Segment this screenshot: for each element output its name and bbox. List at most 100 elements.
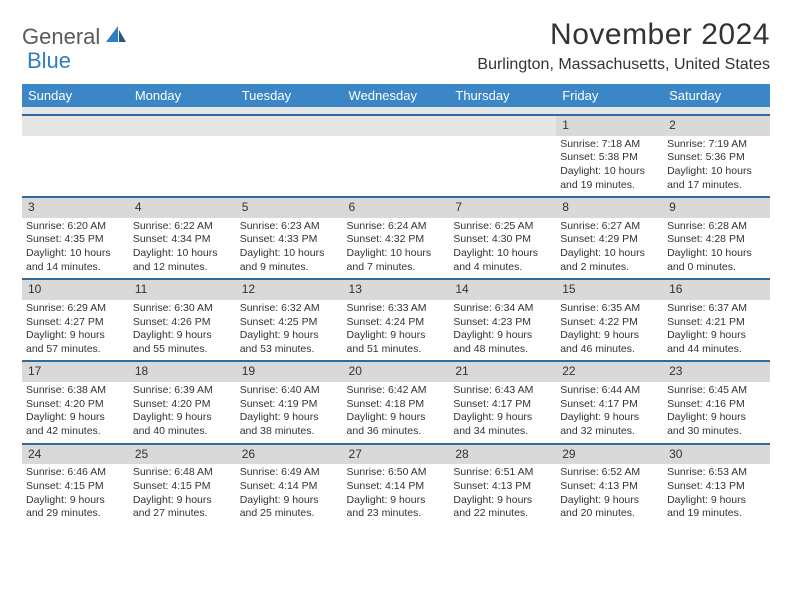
day-number-cell: 1 (556, 115, 663, 136)
day-cell: Sunrise: 6:22 AMSunset: 4:34 PMDaylight:… (129, 218, 236, 280)
sunset-label: Sunset: 4:17 PM (453, 398, 552, 412)
sunrise-label: Sunrise: 6:44 AM (560, 384, 659, 398)
sunset-label: Sunset: 4:13 PM (667, 480, 766, 494)
sunrise-label: Sunrise: 6:22 AM (133, 220, 232, 234)
sunset-label: Sunset: 4:23 PM (453, 316, 552, 330)
calendar-table: SundayMondayTuesdayWednesdayThursdayFrid… (22, 84, 770, 525)
day-number-row: 17181920212223 (22, 361, 770, 382)
day-number-cell: 24 (22, 444, 129, 465)
day-number-cell: 17 (22, 361, 129, 382)
daylight-label: Daylight: 9 hours (240, 329, 339, 343)
sunset-label: Sunset: 4:33 PM (240, 233, 339, 247)
day-number-cell: 4 (129, 197, 236, 218)
daylight-label2: and 0 minutes. (667, 261, 766, 275)
day-cell: Sunrise: 6:44 AMSunset: 4:17 PMDaylight:… (556, 382, 663, 444)
day-cell: Sunrise: 6:48 AMSunset: 4:15 PMDaylight:… (129, 464, 236, 525)
daylight-label2: and 14 minutes. (26, 261, 125, 275)
sunset-label: Sunset: 4:32 PM (347, 233, 446, 247)
sunset-label: Sunset: 4:34 PM (133, 233, 232, 247)
day-number-cell: 10 (22, 279, 129, 300)
day-cell: Sunrise: 6:53 AMSunset: 4:13 PMDaylight:… (663, 464, 770, 525)
day-number-cell: 14 (449, 279, 556, 300)
sunrise-label: Sunrise: 6:39 AM (133, 384, 232, 398)
logo-sail-icon (104, 24, 128, 49)
day-number-cell (449, 115, 556, 136)
day-header: Sunday (22, 84, 129, 107)
day-cell: Sunrise: 6:51 AMSunset: 4:13 PMDaylight:… (449, 464, 556, 525)
daylight-label2: and 19 minutes. (560, 179, 659, 193)
daylight-label: Daylight: 9 hours (240, 494, 339, 508)
daylight-label: Daylight: 10 hours (133, 247, 232, 261)
sunrise-label: Sunrise: 6:20 AM (26, 220, 125, 234)
daylight-label: Daylight: 9 hours (133, 494, 232, 508)
day-cell: Sunrise: 6:38 AMSunset: 4:20 PMDaylight:… (22, 382, 129, 444)
day-number-cell: 27 (343, 444, 450, 465)
daylight-label2: and 29 minutes. (26, 507, 125, 521)
daylight-label2: and 12 minutes. (133, 261, 232, 275)
day-cell: Sunrise: 6:39 AMSunset: 4:20 PMDaylight:… (129, 382, 236, 444)
day-cell (129, 136, 236, 198)
day-number-cell: 21 (449, 361, 556, 382)
sunrise-label: Sunrise: 6:29 AM (26, 302, 125, 316)
daylight-label2: and 36 minutes. (347, 425, 446, 439)
day-header: Wednesday (343, 84, 450, 107)
sunrise-label: Sunrise: 6:23 AM (240, 220, 339, 234)
sunset-label: Sunset: 4:20 PM (133, 398, 232, 412)
sunrise-label: Sunrise: 6:30 AM (133, 302, 232, 316)
daylight-label: Daylight: 10 hours (453, 247, 552, 261)
day-header: Monday (129, 84, 236, 107)
day-number-row: 3456789 (22, 197, 770, 218)
daylight-label: Daylight: 9 hours (26, 494, 125, 508)
day-number-cell (22, 115, 129, 136)
daylight-label2: and 22 minutes. (453, 507, 552, 521)
day-cell: Sunrise: 6:27 AMSunset: 4:29 PMDaylight:… (556, 218, 663, 280)
day-cell: Sunrise: 6:45 AMSunset: 4:16 PMDaylight:… (663, 382, 770, 444)
logo: General (22, 24, 130, 49)
sunrise-label: Sunrise: 6:53 AM (667, 466, 766, 480)
daylight-label: Daylight: 9 hours (560, 411, 659, 425)
sunset-label: Sunset: 4:15 PM (26, 480, 125, 494)
sunset-label: Sunset: 4:26 PM (133, 316, 232, 330)
sunset-label: Sunset: 4:30 PM (453, 233, 552, 247)
daylight-label2: and 38 minutes. (240, 425, 339, 439)
sunrise-label: Sunrise: 6:51 AM (453, 466, 552, 480)
daylight-label2: and 55 minutes. (133, 343, 232, 357)
daylight-label: Daylight: 9 hours (667, 494, 766, 508)
day-cell: Sunrise: 6:42 AMSunset: 4:18 PMDaylight:… (343, 382, 450, 444)
daylight-label: Daylight: 10 hours (240, 247, 339, 261)
sunrise-label: Sunrise: 6:43 AM (453, 384, 552, 398)
day-number-cell: 30 (663, 444, 770, 465)
day-content-row: Sunrise: 6:38 AMSunset: 4:20 PMDaylight:… (22, 382, 770, 444)
daylight-label: Daylight: 9 hours (26, 329, 125, 343)
daylight-label2: and 57 minutes. (26, 343, 125, 357)
day-cell: Sunrise: 6:20 AMSunset: 4:35 PMDaylight:… (22, 218, 129, 280)
daylight-label2: and 19 minutes. (667, 507, 766, 521)
sunrise-label: Sunrise: 6:28 AM (667, 220, 766, 234)
day-number-cell: 9 (663, 197, 770, 218)
daylight-label: Daylight: 9 hours (347, 494, 446, 508)
day-cell: Sunrise: 6:33 AMSunset: 4:24 PMDaylight:… (343, 300, 450, 362)
day-cell: Sunrise: 6:40 AMSunset: 4:19 PMDaylight:… (236, 382, 343, 444)
sunrise-label: Sunrise: 6:50 AM (347, 466, 446, 480)
day-cell: Sunrise: 6:32 AMSunset: 4:25 PMDaylight:… (236, 300, 343, 362)
day-header: Friday (556, 84, 663, 107)
sunrise-label: Sunrise: 6:32 AM (240, 302, 339, 316)
logo-word1: General (22, 26, 100, 48)
daylight-label2: and 25 minutes. (240, 507, 339, 521)
sunrise-label: Sunrise: 6:48 AM (133, 466, 232, 480)
day-cell: Sunrise: 7:18 AMSunset: 5:38 PMDaylight:… (556, 136, 663, 198)
daylight-label: Daylight: 10 hours (26, 247, 125, 261)
daylight-label2: and 7 minutes. (347, 261, 446, 275)
daylight-label2: and 17 minutes. (667, 179, 766, 193)
daylight-label: Daylight: 9 hours (453, 411, 552, 425)
sunset-label: Sunset: 4:22 PM (560, 316, 659, 330)
day-cell: Sunrise: 6:29 AMSunset: 4:27 PMDaylight:… (22, 300, 129, 362)
day-cell: Sunrise: 6:43 AMSunset: 4:17 PMDaylight:… (449, 382, 556, 444)
daylight-label: Daylight: 10 hours (667, 165, 766, 179)
daylight-label2: and 53 minutes. (240, 343, 339, 357)
sunrise-label: Sunrise: 6:49 AM (240, 466, 339, 480)
day-number-cell: 12 (236, 279, 343, 300)
day-number-cell (129, 115, 236, 136)
day-cell (449, 136, 556, 198)
sunset-label: Sunset: 4:19 PM (240, 398, 339, 412)
